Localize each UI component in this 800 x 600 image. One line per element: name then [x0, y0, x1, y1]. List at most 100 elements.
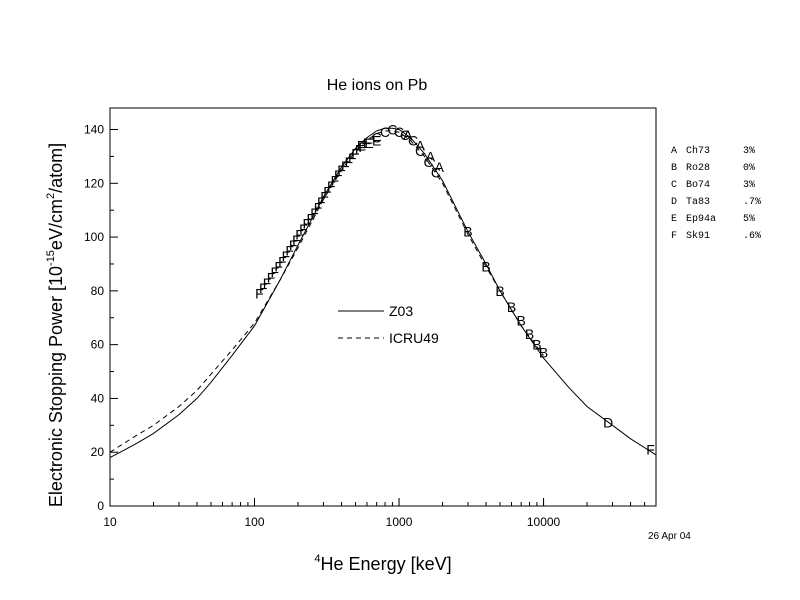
series-layer [109, 127, 657, 459]
legend-label-icru49: ICRU49 [389, 330, 439, 346]
data-marker-a: A [415, 138, 425, 154]
y-tick-label: 60 [91, 338, 105, 352]
data-marker-f: F [285, 243, 294, 259]
y-axis: 0 20 40 60 80 100 120 140 [84, 123, 118, 513]
data-marker-f: F [355, 142, 364, 158]
data-marker-f: F [334, 167, 343, 183]
data-marker-f: F [278, 253, 287, 269]
data-marker-b: B [507, 299, 516, 315]
y-tick-label: 0 [97, 499, 104, 513]
data-marker-f: F [341, 158, 350, 174]
data-marker-c: C [431, 165, 441, 181]
date-stamp: 26 Apr 04 [648, 531, 691, 542]
data-marker-f: F [363, 135, 372, 151]
data-marker-c: C [423, 154, 433, 170]
x-axis-label: 4He Energy [keV] [314, 553, 451, 574]
data-marker-f: F [255, 286, 264, 302]
chart-title: He ions on Pb [327, 77, 428, 94]
data-marker-c: C [372, 130, 382, 146]
data-marker-a: A [403, 127, 413, 143]
data-marker-f: F [348, 150, 357, 166]
dataset-legend-letter: C [671, 180, 677, 191]
data-marker-c: C [394, 124, 404, 140]
data-marker-f: F [327, 178, 336, 194]
data-marker-f: F [314, 200, 323, 216]
y-axis-label-exponent-1: -15 [45, 250, 57, 266]
line-legend: Z03 ICRU49 [338, 303, 439, 346]
data-markers-layer: AAAABBBBBBBBCCCCCCCCCDEEEFFFFFFFFFFFFFFF… [255, 122, 655, 458]
data-marker-f: F [295, 226, 304, 242]
data-marker-c: C [408, 132, 418, 148]
data-marker-f: F [303, 216, 312, 232]
dataset-legend-letter: F [671, 231, 677, 242]
dataset-legend-name: Sk91 [686, 230, 710, 242]
x-tick-label: 10 [103, 515, 117, 529]
data-marker-b: B [495, 283, 504, 299]
y-tick-label: 20 [91, 445, 105, 459]
data-marker-f: F [267, 269, 276, 285]
x-tick-label: 10000 [527, 515, 561, 529]
x-tick-label: 100 [244, 515, 264, 529]
data-marker-c: C [380, 124, 390, 140]
data-marker-f: F [351, 146, 360, 162]
y-axis-label-exponent-2: 2 [45, 193, 57, 199]
data-marker-e: E [372, 132, 381, 148]
y-tick-label: 100 [84, 230, 104, 244]
dataset-legend-value: .7% [743, 197, 761, 208]
data-marker-b: B [463, 224, 472, 240]
data-marker-f: F [282, 248, 291, 264]
data-marker-f: F [331, 173, 340, 189]
data-marker-a: A [426, 148, 436, 164]
data-marker-f: F [274, 259, 283, 275]
dataset-legend-value: .6% [743, 231, 761, 242]
dataset-legend-value: 0% [743, 163, 755, 174]
y-tick-label: 120 [84, 176, 104, 190]
y-tick-label: 80 [91, 284, 105, 298]
data-marker-f: F [317, 194, 326, 210]
data-marker-f: F [299, 221, 308, 237]
dataset-legend-name: Ep94a [686, 214, 716, 225]
data-marker-c: C [400, 127, 410, 143]
x-axis: 10 100 1000 10000 [103, 498, 657, 529]
data-marker-b: B [481, 259, 490, 275]
data-marker-b: B [539, 345, 548, 361]
dataset-legend-letter: E [671, 214, 677, 225]
data-marker-f: F [292, 232, 301, 248]
dataset-legend-letter: B [671, 163, 677, 174]
plot-frame [109, 107, 657, 507]
dataset-legend-value: 3% [743, 146, 755, 157]
dataset-legend-value: 3% [743, 180, 755, 191]
dataset-legend-letter: A [671, 146, 677, 157]
data-marker-b: B [516, 312, 525, 328]
dataset-legend-value: 5% [743, 214, 755, 225]
data-marker-f: F [337, 162, 346, 178]
dataset-legend-name: Ro28 [686, 163, 710, 174]
data-marker-f: F [323, 183, 332, 199]
data-marker-b: B [525, 326, 534, 342]
data-marker-f: F [289, 237, 298, 253]
data-marker-a: A [435, 159, 445, 175]
data-marker-f: F [345, 154, 354, 170]
y-tick-label: 40 [91, 391, 105, 405]
data-marker-f: F [320, 189, 329, 205]
dataset-legend-name: Ta83 [686, 197, 710, 208]
x-axis-label-text: He Energy [keV] [321, 554, 452, 574]
y-axis-label-suffix: /atom] [46, 143, 66, 193]
data-marker-f: F [263, 275, 272, 291]
data-marker-c: C [387, 122, 397, 138]
data-marker-f: F [646, 442, 655, 458]
dataset-legend-letter: D [671, 197, 677, 208]
data-marker-d: D [603, 415, 613, 431]
data-marker-e: E [364, 135, 373, 151]
y-axis-label-mid: eV/cm [46, 199, 66, 250]
data-marker-f: F [259, 280, 268, 296]
data-marker-c: C [415, 143, 425, 159]
data-marker-f: F [270, 264, 279, 280]
y-tick-label: 140 [84, 123, 104, 137]
dataset-legend-name: Bo74 [686, 180, 710, 191]
data-marker-b: B [532, 337, 541, 353]
data-marker-f: F [358, 139, 367, 155]
data-marker-e: E [357, 138, 366, 154]
series-line-icru49 [109, 130, 544, 453]
